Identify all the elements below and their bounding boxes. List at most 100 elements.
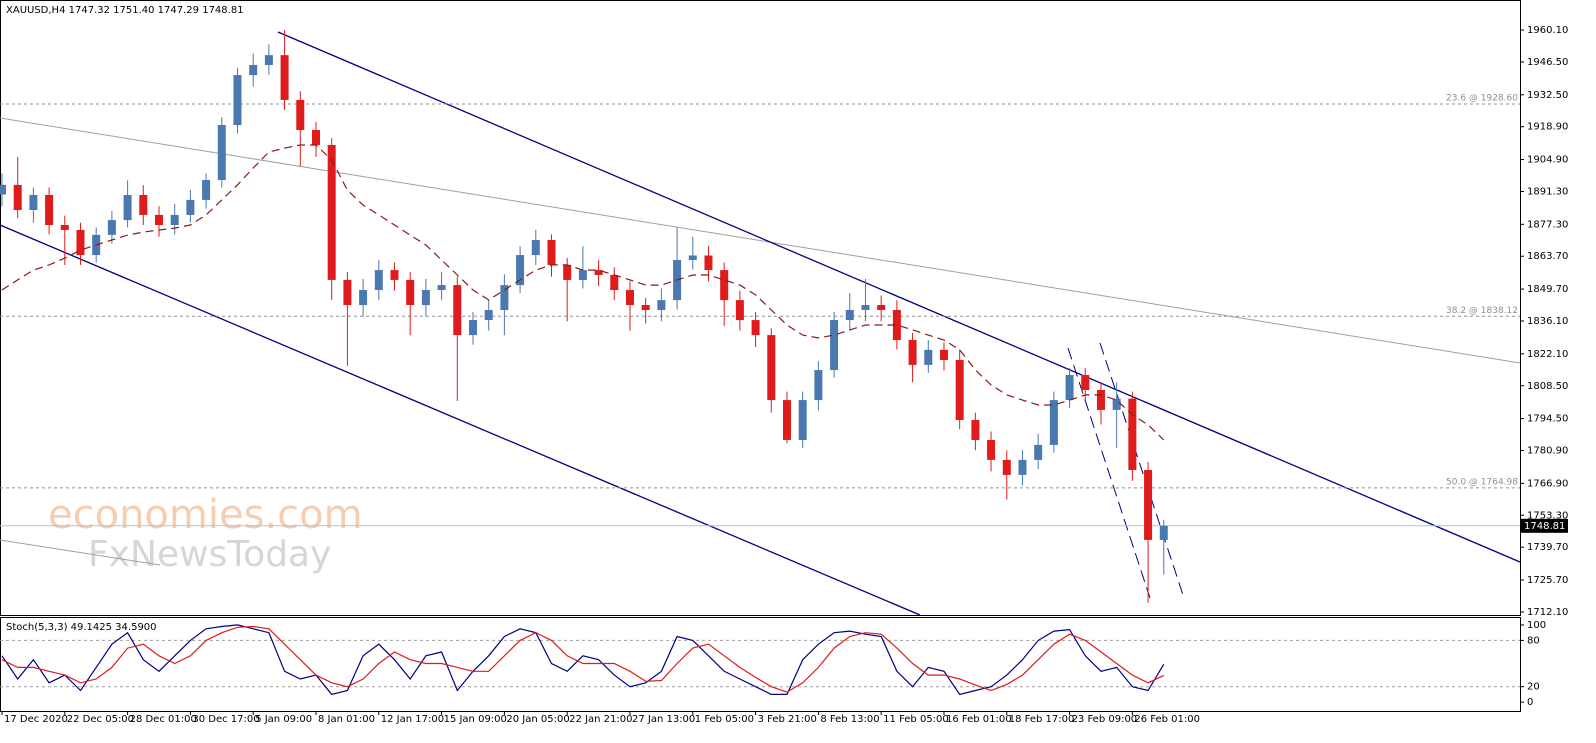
watermark-text: economies.com [48,492,363,538]
x-tick-label: 23 Feb 09:00 [1072,714,1138,725]
x-tick-label: 28 Dec 01:00 [130,714,197,725]
y-tick-label: 1932.50 [1527,90,1568,101]
y-tick-label: 1766.90 [1527,478,1568,489]
y-tick-label: 1725.70 [1527,575,1568,586]
candle-body [767,335,776,401]
candle-body [892,309,901,340]
candle-body [359,290,368,306]
candle-body [547,240,556,265]
y-tick-label: 1946.50 [1527,57,1568,68]
x-tick-label: 3 Feb 21:00 [758,714,817,725]
candle-body [29,194,38,211]
candle-body [107,220,116,235]
x-tick-label: 8 Jan 01:00 [318,714,375,725]
candle-body [924,349,933,365]
candle-body [468,320,477,336]
candle-body [296,99,305,130]
candle-body [1096,389,1105,410]
candle-body [735,300,744,321]
candle-body [1034,444,1043,460]
y-tick-label: 1794.50 [1527,414,1568,425]
x-tick-label: 30 Dec 17:00 [192,714,259,725]
candle-body [657,300,666,310]
candle-body [971,420,980,440]
candle-body [720,270,729,301]
candle-body [782,400,791,440]
candle-body [170,214,179,226]
candle-body [751,320,760,336]
stoch-line [1,624,1165,696]
main-panel [0,0,1521,616]
candle-body [154,214,163,226]
x-tick-label: 15 Jan 09:00 [444,714,507,725]
y-tick-label: 1960.10 [1527,25,1568,36]
x-tick-label: 1 Feb 05:00 [695,714,754,725]
candle-body [233,75,242,126]
candle-body [202,179,211,200]
candle-body [1112,398,1121,410]
candle-body [531,240,540,256]
x-tick-label: 26 Feb 01:00 [1134,714,1200,725]
candle-body [516,255,525,286]
candle-body [845,309,854,321]
stoch-panel [0,617,1521,712]
x-tick-label: 5 Jan 09:00 [255,714,312,725]
level-label: 38.2 @ 1838.12 [1446,306,1518,316]
x-tick-label: 8 Feb 13:00 [820,714,879,725]
candle-body [830,320,839,371]
x-tick-label: 11 Feb 05:00 [883,714,949,725]
candle-body [343,279,352,306]
candle-body [1065,374,1074,401]
candle-body [437,285,446,291]
watermark: economies.com FxNewsToday [48,492,363,575]
y-tick-label: 1753.30 [1527,510,1568,521]
candle-body [955,359,964,421]
candle-body [625,290,634,306]
y-tick-label: 80 [1527,635,1540,646]
y-tick-label: 1877.30 [1527,219,1568,230]
candle-body [1018,459,1027,475]
moving-average [1,144,1165,441]
candle-body [939,349,948,360]
candle-body [327,145,336,280]
candle-body [60,225,69,230]
channel-line [0,224,921,616]
y-tick-label: 100 [1527,620,1546,631]
x-tick-label: 22 Jan 21:00 [569,714,632,725]
chart-title: XAUUSD,H4 1747.32 1751.40 1747.29 1748.8… [6,5,244,16]
candle-body [563,264,572,280]
candle-body [264,55,273,65]
candle-body [484,309,493,321]
watermark-text: FxNewsToday [88,534,331,575]
candle-body [610,275,619,291]
candle-body [688,255,697,260]
candle-body [908,339,917,365]
candle-body [217,125,226,180]
candle-body [814,370,823,401]
y-tick-label: 1712.10 [1527,607,1568,618]
candle-body [594,270,603,276]
y-tick-label: 0 [1527,697,1533,708]
channel-line [1099,342,1184,596]
x-tick-label: 20 Jan 05:00 [506,714,569,725]
channel-line [277,31,1521,563]
candle-body [704,255,713,271]
price-box [1520,518,1568,533]
candle-body [421,290,430,306]
candle-body [500,285,509,310]
candle-body [798,400,807,440]
trendline [0,539,161,566]
candle-body [406,279,415,306]
x-tick-label: 17 Dec 2020 [4,714,68,725]
indicator-title: Stoch(5,3,3) 49.1425 34.5900 [6,622,157,633]
y-tick-label: 1918.90 [1527,122,1568,133]
candle-body [861,305,870,310]
y-tick-label: 1780.90 [1527,446,1568,457]
y-tick-label: 1904.90 [1527,155,1568,166]
candle-body [877,305,886,310]
level-label: 23.6 @ 1928.60 [1446,93,1518,103]
candle-body [390,270,399,280]
candle-body [1081,374,1090,390]
stoch-line [1,625,1165,693]
x-tick-label: 18 Feb 17:00 [1009,714,1075,725]
